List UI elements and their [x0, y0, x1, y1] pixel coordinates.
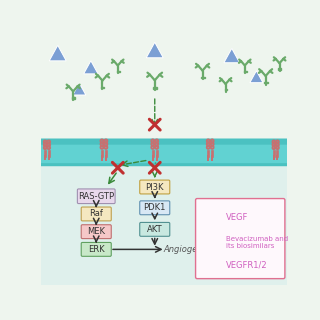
Bar [153, 87, 155, 89]
Text: PI3K: PI3K [146, 182, 164, 191]
Text: MEK: MEK [87, 227, 105, 236]
Bar [103, 87, 104, 88]
Bar [278, 68, 280, 70]
Polygon shape [73, 83, 86, 95]
Polygon shape [250, 71, 263, 83]
Bar [155, 87, 157, 89]
Polygon shape [224, 48, 240, 63]
Bar [210, 245, 211, 246]
Bar [101, 87, 103, 88]
Bar [264, 82, 266, 84]
Polygon shape [49, 45, 66, 61]
Polygon shape [146, 42, 163, 58]
Text: PDK1: PDK1 [144, 203, 166, 212]
FancyBboxPatch shape [196, 198, 285, 279]
Bar [74, 97, 75, 99]
FancyBboxPatch shape [81, 207, 111, 221]
Bar [226, 89, 228, 91]
Bar [72, 97, 74, 99]
Text: Bevacizumab and: Bevacizumab and [226, 236, 289, 242]
FancyBboxPatch shape [23, 145, 305, 163]
FancyBboxPatch shape [140, 201, 170, 215]
Bar [117, 71, 118, 72]
Bar [245, 71, 247, 72]
Text: Angiogenesis: Angiogenesis [163, 245, 219, 254]
Bar [118, 71, 120, 72]
Bar [201, 76, 203, 78]
Text: Raf: Raf [89, 210, 103, 219]
Text: VEGF: VEGF [226, 212, 249, 221]
Bar [209, 245, 210, 246]
Bar [244, 71, 245, 72]
Bar [203, 76, 204, 78]
Bar [25, 162, 303, 316]
Polygon shape [84, 61, 98, 74]
Text: AKT: AKT [147, 225, 163, 234]
FancyBboxPatch shape [140, 222, 170, 236]
Text: ERK: ERK [88, 245, 105, 254]
Text: RAS-GTP: RAS-GTP [78, 192, 114, 201]
Bar [225, 89, 226, 91]
FancyBboxPatch shape [140, 180, 170, 194]
Bar [280, 68, 281, 70]
FancyBboxPatch shape [21, 139, 307, 166]
Text: its biosimilars: its biosimilars [226, 243, 275, 249]
Bar [266, 82, 268, 84]
FancyBboxPatch shape [81, 225, 111, 239]
FancyBboxPatch shape [81, 243, 111, 256]
Text: VEGFR1/2: VEGFR1/2 [226, 260, 268, 269]
Polygon shape [203, 209, 216, 221]
FancyBboxPatch shape [77, 189, 115, 204]
